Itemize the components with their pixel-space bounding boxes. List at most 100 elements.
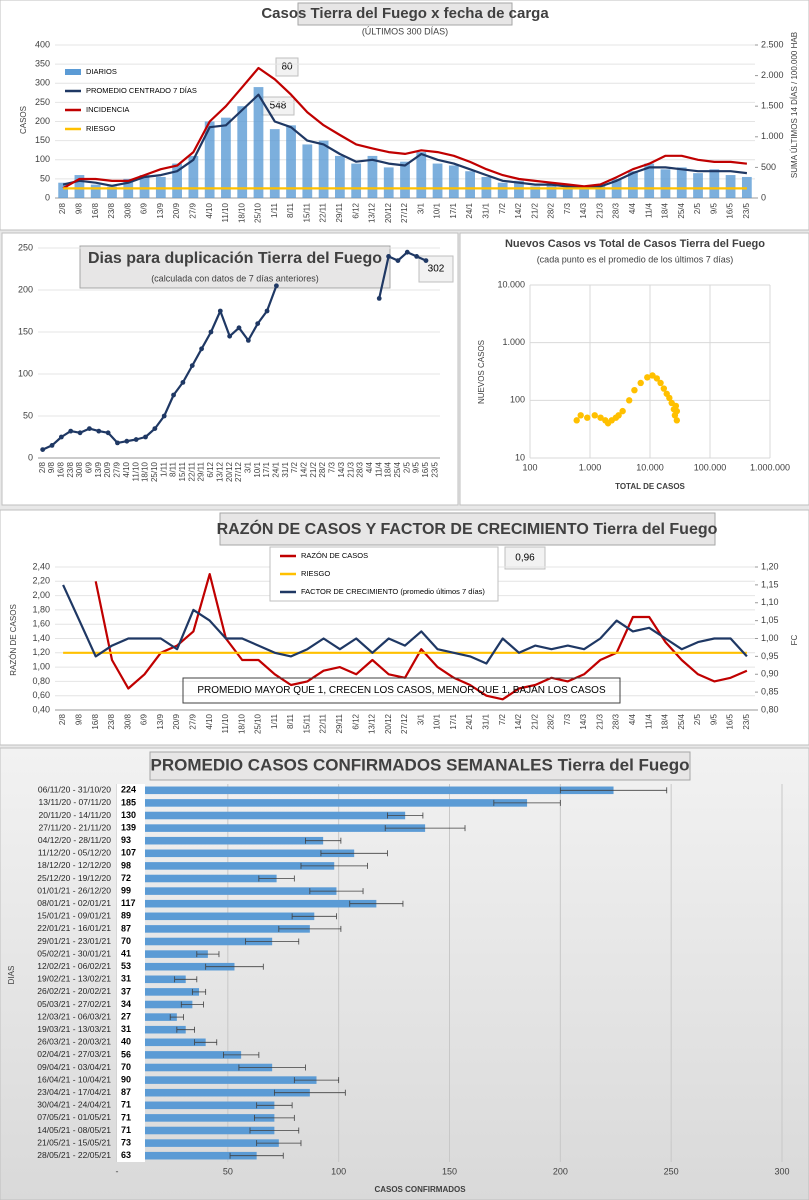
y-tick-label: 150 <box>35 135 50 145</box>
x-tick-label: 20/9 <box>172 202 181 218</box>
x-tick-label: 14/3 <box>337 461 346 477</box>
y-tick-label: 1,60 <box>32 619 50 629</box>
y2-axis-label: FC <box>790 634 799 645</box>
x-tick-label: 3/1 <box>416 713 425 725</box>
x-tick-label: 28/3 <box>612 713 621 729</box>
x-tick-label: 31/1 <box>482 202 491 218</box>
x-tick-label: 7/2 <box>290 461 299 473</box>
bar <box>90 184 101 198</box>
x-tick-label: 4/4 <box>365 461 374 473</box>
bar <box>58 182 69 198</box>
x-tick-label: 28/2 <box>547 202 556 218</box>
x-tick-label: 13/9 <box>156 202 165 218</box>
point <box>133 437 139 442</box>
x-tick-label: 27/9 <box>188 202 197 218</box>
y-tick-label: 1,00 <box>32 661 50 671</box>
point <box>577 412 584 419</box>
y-tick-label: 200 <box>18 284 33 294</box>
data-label: 34 <box>121 999 131 1009</box>
x-tick-label: 100.000 <box>694 462 727 472</box>
data-label: 56 <box>121 1049 131 1059</box>
title-box <box>219 512 716 546</box>
chart-title: PROMEDIO CASOS CONFIRMADOS SEMANALES Tie… <box>150 755 689 774</box>
point <box>273 283 279 289</box>
x-tick-label: 30/8 <box>123 713 132 729</box>
x-tick-label: 14/3 <box>579 202 588 218</box>
x-tick-label: 18/10 <box>141 461 150 482</box>
bar <box>318 140 329 198</box>
point <box>255 321 261 326</box>
y-tick-label: 400 <box>35 39 50 49</box>
bar <box>335 155 345 198</box>
bar <box>117 950 208 958</box>
x-tick-label: 9/8 <box>75 202 84 214</box>
y-tick-label: 2,20 <box>32 576 50 586</box>
x-tick-label: 25/10 <box>254 713 263 734</box>
annotation: 302 <box>428 264 445 275</box>
x-tick-label: 28/3 <box>356 461 365 477</box>
x-tick-label: 10/1 <box>253 461 262 477</box>
bar <box>117 799 528 807</box>
bar <box>432 163 443 198</box>
note-box <box>182 677 621 704</box>
legend-label: RIESGO <box>301 569 330 578</box>
y-tick-label: 11/12/20 - 05/12/20 <box>38 848 111 858</box>
point <box>644 374 651 381</box>
y-tick-label: 250 <box>18 242 33 252</box>
x-tick-label: 6/12 <box>351 202 360 218</box>
x-tick-label: 11/10 <box>131 461 140 481</box>
y-tick-label: 300 <box>35 78 50 88</box>
data-label: 185 <box>121 797 136 807</box>
y2-tick-label: 1,10 <box>761 597 779 607</box>
y2-tick-label: 0 <box>761 192 766 202</box>
point <box>660 385 668 392</box>
bar <box>117 874 277 883</box>
point <box>666 394 673 402</box>
bar <box>117 937 273 946</box>
label-column <box>117 784 145 1162</box>
x-tick-label: 150 <box>442 1166 457 1176</box>
x-tick-label: 17/1 <box>449 713 458 729</box>
x-tick-label: 10/1 <box>433 202 442 218</box>
bar <box>117 1051 242 1059</box>
legend-label: RIESGO <box>86 124 115 133</box>
y2-tick-label: 500 <box>761 162 776 172</box>
bar <box>107 186 117 198</box>
bar <box>579 188 589 198</box>
x-tick-label: 7/2 <box>498 713 507 725</box>
x-tick-label: 9/8 <box>47 461 56 473</box>
y2-tick-label: 1,05 <box>761 615 779 625</box>
x-tick-label: 31/1 <box>482 713 491 729</box>
point <box>376 296 382 301</box>
x-tick-label: 17/1 <box>449 202 458 218</box>
x-tick-label: 23/8 <box>66 461 75 477</box>
x-tick-label: 13/9 <box>156 713 165 729</box>
x-tick-label: 10/1 <box>433 713 442 729</box>
point <box>87 426 92 431</box>
x-tick-label: 15/11 <box>302 713 311 733</box>
y-tick-label: 05/03/21 - 27/02/21 <box>37 999 111 1009</box>
point <box>96 428 102 434</box>
x-tick-label: 14/2 <box>300 461 309 477</box>
y-tick-label: 0,60 <box>32 690 50 700</box>
x-tick-label: 24/1 <box>465 202 474 218</box>
bar <box>117 975 186 984</box>
y-tick-label: 26/03/21 - 20/03/21 <box>37 1037 111 1047</box>
x-tick-label: 21/2 <box>530 202 539 218</box>
point <box>615 412 622 419</box>
x-tick-label: 21/3 <box>346 461 355 477</box>
data-label: 224 <box>121 785 136 795</box>
y-tick-label: 100 <box>18 368 33 378</box>
x-tick-label: 7/2 <box>498 202 507 214</box>
bar <box>628 171 638 198</box>
data-label: 98 <box>121 860 131 870</box>
point <box>673 417 681 424</box>
bar <box>204 121 215 198</box>
y-tick-label: 10 <box>515 452 525 462</box>
x-tick-label: 14/2 <box>514 713 523 729</box>
y-tick-label: 13/11/20 - 07/11/20 <box>39 797 112 807</box>
x-tick-label: 1.000 <box>579 462 602 472</box>
x-tick-label: 2/5 <box>693 713 702 725</box>
bar <box>117 1063 273 1072</box>
y-tick-label: 1,40 <box>32 633 50 643</box>
